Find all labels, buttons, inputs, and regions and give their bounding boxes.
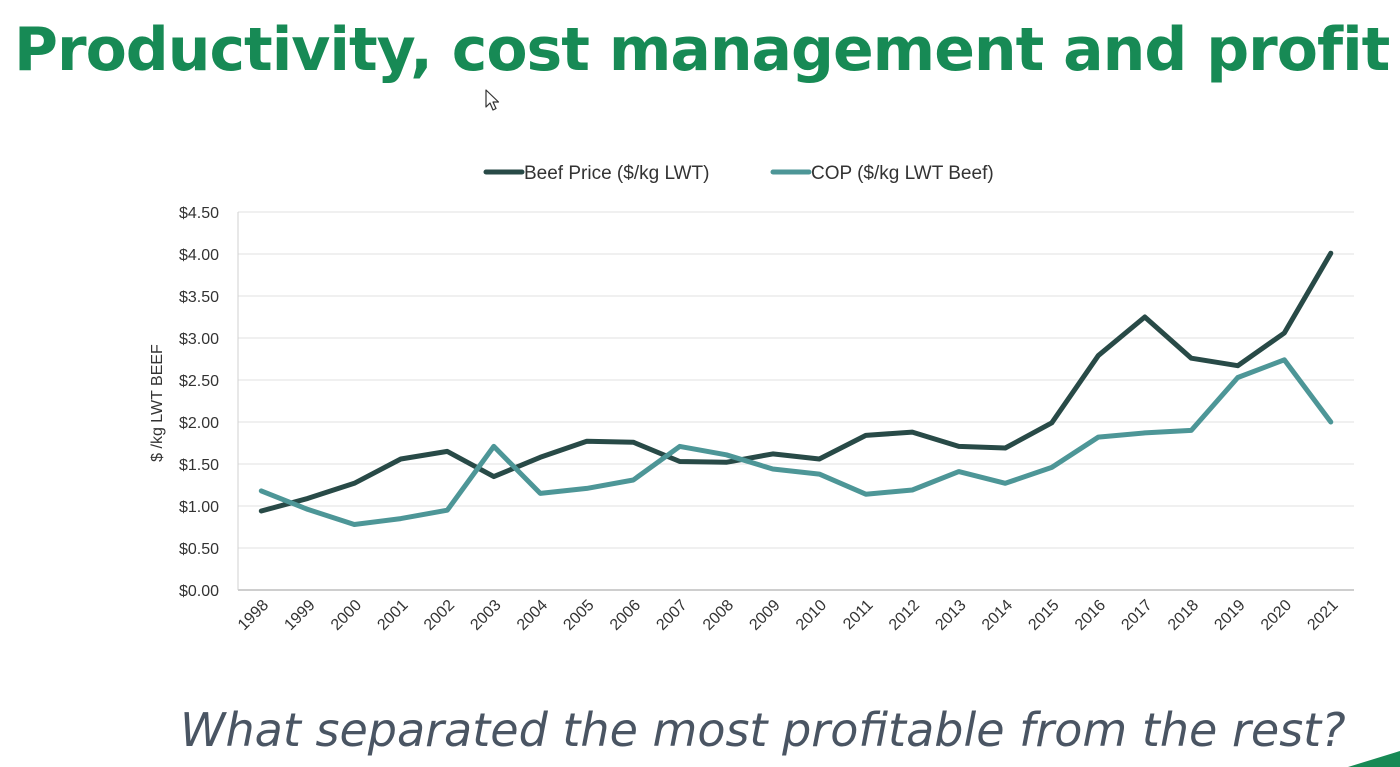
x-tick-label: 2000 [328, 597, 365, 634]
x-tick-label: 2011 [840, 597, 876, 633]
x-tick-label: 2003 [467, 597, 504, 634]
x-tick-label: 2017 [1118, 597, 1155, 634]
y-tick-label: $4.50 [179, 205, 219, 222]
chart-series [258, 250, 1334, 527]
x-tick-label: 2007 [653, 597, 690, 634]
y-tick-label: $1.50 [179, 457, 219, 474]
legend-label-cop: COP ($/kg LWT Beef) [811, 163, 994, 184]
chart-legend: Beef Price ($/kg LWT) COP ($/kg LWT Beef… [483, 163, 994, 184]
x-tick-label: 2010 [793, 597, 830, 634]
y-tick-label: $3.00 [179, 331, 219, 348]
legend-item-beef-price: Beef Price ($/kg LWT) [483, 163, 709, 184]
series-line-beef-price [258, 250, 1334, 514]
y-tick-label: $2.50 [179, 373, 219, 390]
x-tick-label: 1999 [281, 597, 318, 634]
slide-question: What separated the most profitable from … [180, 703, 1346, 757]
x-tick-label: 2008 [700, 597, 737, 634]
x-tick-label: 2021 [1304, 597, 1341, 634]
y-tick-label: $1.00 [179, 499, 219, 516]
x-tick-label: 2005 [560, 597, 597, 634]
y-tick-label: $4.00 [179, 247, 219, 264]
legend-label-beef-price: Beef Price ($/kg LWT) [524, 163, 709, 184]
x-tick-label: 1998 [235, 597, 272, 634]
x-tick-label: 2019 [1211, 597, 1248, 634]
legend-item-cop: COP ($/kg LWT Beef) [770, 163, 994, 184]
y-tick-label: $3.50 [179, 289, 219, 306]
x-tick-label: 2004 [514, 597, 551, 634]
corner-accent-shape [1348, 751, 1400, 767]
mouse-cursor-icon [485, 89, 500, 111]
x-tick-label: 2015 [1025, 597, 1062, 634]
x-tick-label: 2020 [1258, 597, 1295, 634]
y-axis-title: $ /kg LWT BEEF [149, 344, 166, 462]
x-tick-label: 2012 [886, 597, 923, 634]
y-gridlines [238, 211, 1354, 549]
x-tick-label: 2009 [746, 597, 783, 634]
x-tick-labels: 1998 1999 2000 2001 2002 2003 2004 2005 2006 2007… [235, 597, 1342, 634]
x-tick-label: 2013 [932, 597, 969, 634]
x-tick-label: 2014 [979, 597, 1016, 634]
y-tick-label: $0.00 [179, 583, 219, 600]
y-tick-label: $2.00 [179, 415, 219, 432]
x-tick-label: 2002 [421, 597, 458, 634]
x-tick-label: 2016 [1072, 597, 1109, 634]
slide-title: Productivity, cost management and profit [14, 15, 1390, 85]
series-line-cop [258, 357, 1334, 527]
x-tick-label: 2018 [1165, 597, 1202, 634]
y-tick-labels: $0.00 $0.50 $1.00 $1.50 $2.00 $2.50 $3.00 $3.50… [179, 205, 219, 600]
x-tick-label: 2006 [607, 597, 644, 634]
y-tick-label: $0.50 [179, 541, 219, 558]
x-tick-label: 2001 [374, 597, 411, 634]
